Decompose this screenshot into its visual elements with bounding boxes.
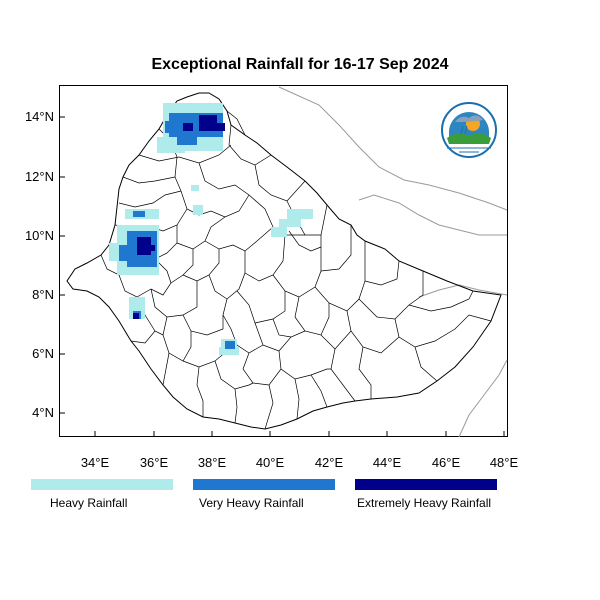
legend-label-extremely-heavy: Extremely Heavy Rainfall xyxy=(357,496,492,510)
x-tick-label: 46°E xyxy=(432,455,461,470)
y-tick-label: 8°N xyxy=(32,287,54,302)
x-tick-label: 40°E xyxy=(256,455,285,470)
legend-label-heavy: Heavy Rainfall xyxy=(50,496,128,510)
x-tick-label: 48°E xyxy=(490,455,519,470)
y-tick-labels: 14°N 12°N 10°N 8°N 6°N 4°N xyxy=(25,109,54,420)
x-tick-label: 44°E xyxy=(373,455,402,470)
meteorology-institute-logo xyxy=(441,102,497,158)
x-tick-label: 36°E xyxy=(140,455,169,470)
x-tick-label: 38°E xyxy=(198,455,227,470)
neighbor-borders xyxy=(278,86,508,437)
y-tick-label: 10°N xyxy=(25,228,54,243)
x-tick-labels: 34°E 36°E 38°E 40°E 42°E 44°E 46°E 48°E xyxy=(81,455,519,470)
y-tick-label: 6°N xyxy=(32,346,54,361)
map-frame xyxy=(59,85,508,437)
admin-boundaries xyxy=(100,110,492,430)
y-tick-label: 14°N xyxy=(25,109,54,124)
ethiopia-rainfall-map xyxy=(59,85,508,437)
legend-swatch-heavy xyxy=(31,479,173,490)
x-tick-label: 34°E xyxy=(81,455,110,470)
legend-swatch-extremely-heavy xyxy=(355,479,497,490)
map-title: Exceptional Rainfall for 16-17 Sep 2024 xyxy=(151,56,449,73)
extremely-heavy-rainfall-cells xyxy=(133,115,225,319)
x-tick-label: 42°E xyxy=(315,455,344,470)
y-ticks xyxy=(59,116,505,437)
y-tick-label: 12°N xyxy=(25,169,54,184)
legend-swatch-very-heavy xyxy=(193,479,335,490)
legend-label-very-heavy: Very Heavy Rainfall xyxy=(199,496,304,510)
y-tick-label: 4°N xyxy=(32,405,54,420)
